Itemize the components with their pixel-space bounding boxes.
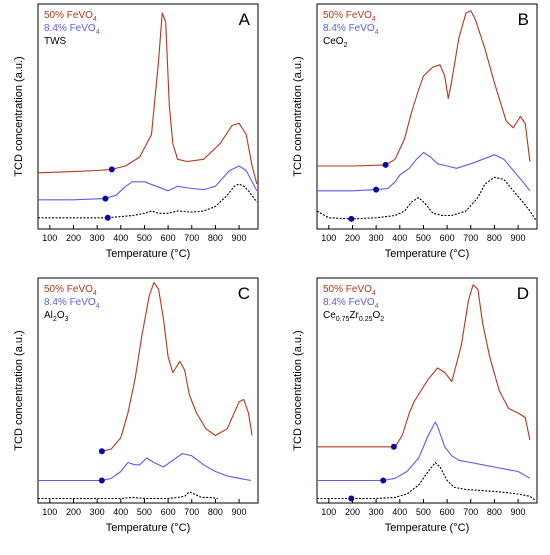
- panel-letter: D: [517, 284, 529, 303]
- chart-panel-b: 100 200 300 400 500 600 700 800 900 Temperature (…: [292, 3, 538, 260]
- legend-entry: CeO2: [323, 36, 348, 49]
- series-line: [38, 491, 218, 500]
- onset-marker: [348, 215, 355, 222]
- y-axis-label: TCD concentration (a.u.): [13, 56, 25, 176]
- plot-frame: [37, 3, 259, 230]
- series-line: [101, 281, 253, 452]
- legend-entry: Al2O3: [44, 310, 69, 323]
- x-tick-label: 200: [345, 233, 360, 243]
- x-tick-label: 200: [345, 507, 360, 517]
- x-tick-label: 600: [440, 233, 455, 243]
- series-line: [317, 421, 531, 482]
- x-tick-label: 400: [113, 507, 128, 517]
- x-tick-label: 800: [487, 233, 502, 243]
- legend-entry: TWS: [44, 36, 67, 47]
- series-line: [38, 165, 258, 201]
- x-tick-label: 500: [416, 507, 431, 517]
- x-tick-label: 900: [511, 507, 526, 517]
- x-tick-label: 700: [184, 507, 199, 517]
- panel-letter: C: [238, 284, 250, 303]
- x-tick-label: 500: [137, 233, 152, 243]
- x-tick-label: 400: [392, 233, 407, 243]
- x-tick-label: 400: [392, 507, 407, 517]
- x-tick-label: 600: [161, 233, 176, 243]
- x-tick-label: 400: [113, 233, 128, 243]
- series-line: [317, 461, 537, 502]
- legend-entry: 50% FeVO4: [44, 284, 97, 297]
- x-tick-label: 200: [66, 233, 81, 243]
- legend-entry: 8.4% FeVO4: [44, 23, 100, 36]
- series-line: [37, 12, 258, 185]
- onset-marker: [98, 448, 105, 455]
- plot-frame: [316, 277, 538, 504]
- onset-marker: [98, 477, 105, 484]
- legend-entry: 8.4% FeVO4: [323, 23, 379, 36]
- onset-marker: [108, 166, 115, 173]
- x-tick-label: 600: [440, 507, 455, 517]
- x-tick-label: 300: [369, 507, 384, 517]
- x-tick-label: 700: [184, 233, 199, 243]
- y-axis-label: TCD concentration (a.u.): [13, 330, 25, 450]
- x-axis-label: Temperature (°C): [106, 522, 190, 534]
- x-tick-label: 900: [232, 507, 247, 517]
- x-tick-label: 300: [369, 233, 384, 243]
- legend-entry: 50% FeVO4: [323, 10, 376, 23]
- x-tick-label: 700: [463, 507, 478, 517]
- x-tick-label: 900: [511, 233, 526, 243]
- legend-entry: 8.4% FeVO4: [323, 297, 379, 310]
- series-line: [316, 176, 537, 221]
- onset-marker: [380, 477, 387, 484]
- onset-marker: [102, 195, 109, 202]
- x-tick-label: 200: [66, 507, 81, 517]
- x-tick-label: 800: [487, 507, 502, 517]
- legend-entry: 8.4% FeVO4: [44, 297, 100, 310]
- chart-panel-d: 100 200 300 400 500 600 700 800 900 Temperature (…: [292, 277, 538, 534]
- legend-entry: 50% FeVO4: [44, 10, 97, 23]
- onset-marker: [382, 161, 389, 168]
- onset-marker: [348, 495, 355, 502]
- x-tick-label: 900: [232, 233, 247, 243]
- series-line: [317, 10, 531, 167]
- plot-frame: [37, 277, 259, 504]
- x-tick-label: 300: [90, 233, 105, 243]
- x-tick-label: 100: [42, 507, 57, 517]
- panel-letter: B: [518, 10, 529, 29]
- x-tick-label: 100: [321, 507, 336, 517]
- series-line: [38, 183, 258, 219]
- x-tick-label: 600: [161, 507, 176, 517]
- x-tick-label: 500: [137, 507, 152, 517]
- panel-letter: A: [239, 10, 251, 29]
- onset-marker: [373, 186, 380, 193]
- legend-entry: 50% FeVO4: [323, 284, 376, 297]
- x-tick-label: 100: [42, 233, 57, 243]
- y-axis-label: TCD concentration (a.u.): [292, 330, 304, 450]
- chart-panel-a: 100 200 300 400 500 600 700 800 900 Temperature (…: [13, 3, 259, 260]
- x-tick-label: 800: [208, 233, 223, 243]
- series-line: [317, 284, 531, 448]
- onset-marker: [390, 443, 397, 450]
- x-tick-label: 100: [321, 233, 336, 243]
- x-tick-label: 700: [463, 233, 478, 243]
- y-axis-label: TCD concentration (a.u.): [292, 56, 304, 176]
- legend-entry: Ce0.75Zr0.25O2: [323, 310, 384, 323]
- x-tick-label: 500: [416, 233, 431, 243]
- x-tick-label: 300: [90, 507, 105, 517]
- plot-frame: [316, 3, 538, 230]
- x-axis-label: Temperature (°C): [385, 522, 469, 534]
- series-line: [38, 452, 252, 482]
- x-tick-label: 800: [208, 507, 223, 517]
- x-axis-label: Temperature (°C): [106, 248, 190, 260]
- chart-panel-c: 100 200 300 400 500 600 700 800 900 Temperature (…: [13, 277, 259, 534]
- onset-marker: [104, 214, 111, 221]
- series-line: [317, 151, 531, 192]
- x-axis-label: Temperature (°C): [385, 248, 469, 260]
